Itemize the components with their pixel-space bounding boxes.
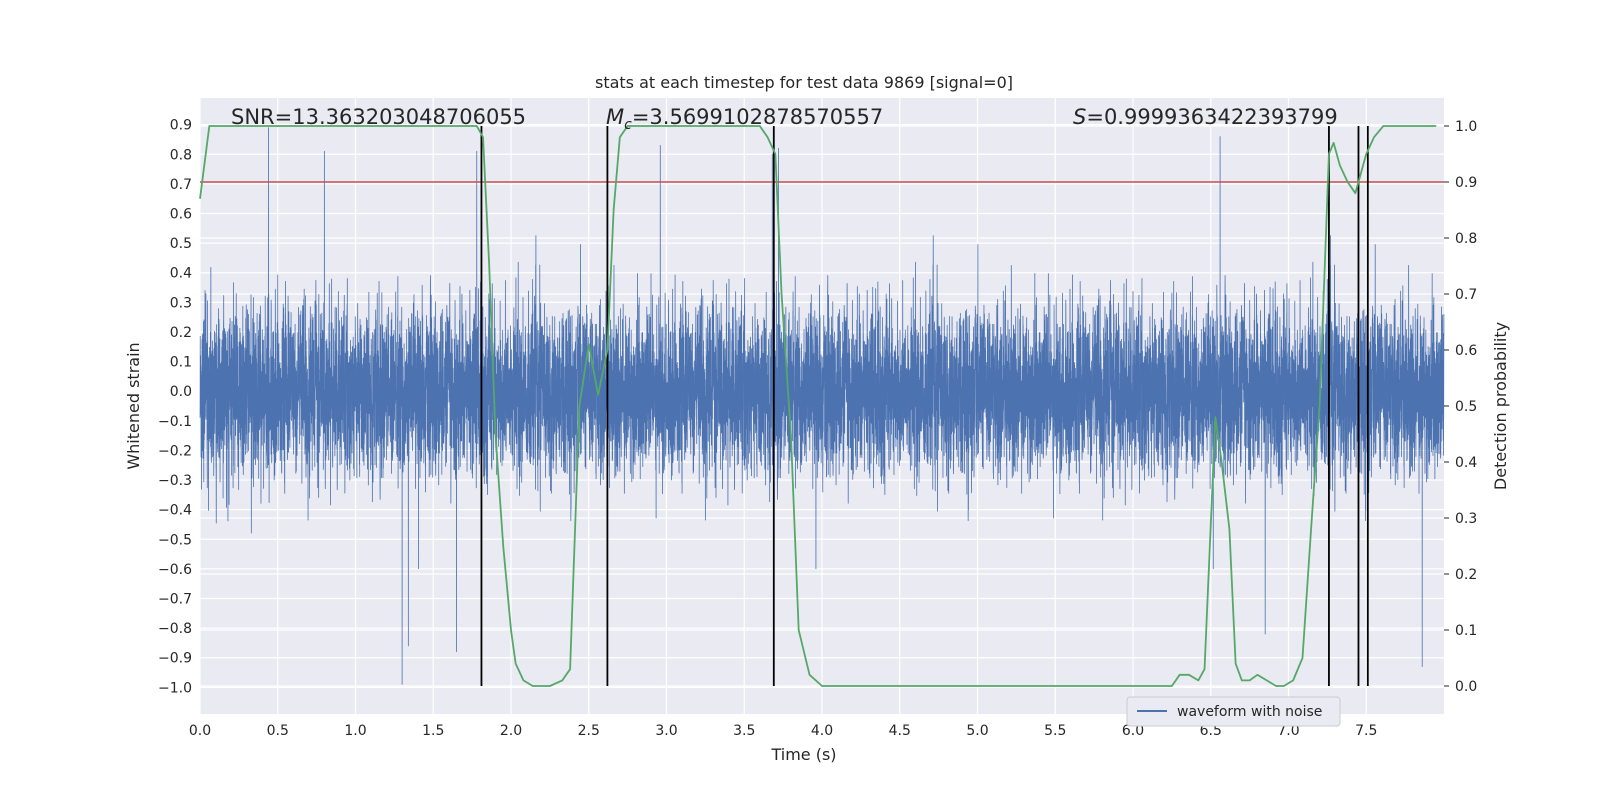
y2-tick-label: 0.9 [1455,175,1477,191]
detection-probability-line [199,125,1437,687]
y-tick-label: 0.2 [170,325,192,341]
s-statistic-annotation: S=0.9999363422393799 [1073,105,1338,129]
x-tick-label: 0.0 [189,723,211,739]
chirp-mass-symbol: M [606,105,624,129]
x-tick-label: 3.5 [733,723,755,739]
y-tick-label: −0.7 [158,592,192,608]
x-tick-label: 2.0 [500,723,522,739]
x-tick-label: 4.5 [889,723,911,739]
s-statistic-symbol: S [1073,105,1086,129]
x-tick-label: 5.0 [966,723,988,739]
y-tick-label: 0.1 [170,355,192,371]
y-tick-label: −0.1 [158,414,192,430]
legend-entry-waveform: waveform with noise [1177,704,1322,720]
overlay-layer [199,125,1444,687]
x-axis-label: Time (s) [770,745,836,764]
y2-tick-label: 0.4 [1455,455,1477,471]
y-tick-label: −0.4 [158,503,192,519]
chirp-mass-annotation: Mc=3.5699102878570557 [606,105,883,133]
x-tick-label: 7.5 [1355,723,1377,739]
legend: waveform with noise [1126,696,1341,727]
x-tick-label: 6.0 [1122,723,1144,739]
waveform-series [199,127,1445,685]
x-tick-label: 7.0 [1277,723,1299,739]
y2-tick-label: 0.0 [1455,679,1477,695]
x-tick-label: 1.0 [344,723,366,739]
y-tick-label: 0.5 [170,236,192,252]
y-tick-label: 0.7 [170,177,192,193]
x-tick-label: 2.5 [578,723,600,739]
y-axis-label: Whitened strain [124,342,143,469]
y-tick-label: 0.0 [170,384,192,400]
y2-tick-label: 0.3 [1455,511,1477,527]
tick-layer: 0.0 0.5 1.0 1.5 2.0 2.5 3.0 3.5 4.0 4.5 5.0 5.5 6.0 6… [158,118,1477,739]
x-tick-label: 1.5 [422,723,444,739]
y-tick-label: −0.2 [158,443,192,459]
y2-tick-label: 1.0 [1455,119,1477,135]
chirp-mass-value: =3.5699102878570557 [632,105,883,129]
y2-tick-label: 0.6 [1455,343,1477,359]
y-tick-label: 0.9 [170,118,192,134]
x-tick-label: 5.5 [1044,723,1066,739]
y-tick-label: 0.3 [170,295,192,311]
s-statistic-value: =0.9999363422393799 [1086,105,1337,129]
y2-tick-label: 0.8 [1455,231,1477,247]
y-tick-label: −0.8 [158,621,192,637]
y-tick-label: −0.5 [158,532,192,548]
y-tick-label: −0.6 [158,562,192,578]
y2-tick-label: 0.2 [1455,567,1477,583]
x-tick-label: 0.5 [267,723,289,739]
y2-axis-label: Detection probability [1491,322,1510,490]
legend-box [1126,696,1341,727]
chart-title: stats at each timestep for test data 986… [595,73,1013,92]
y2-tick-label: 0.7 [1455,287,1477,303]
y-tick-label: 0.8 [170,147,192,163]
y2-tick-label: 0.5 [1455,399,1477,415]
chirp-mass-subscript: c [624,117,632,133]
y-tick-label: −1.0 [158,680,192,696]
snr-annotation: SNR=13.363203048706055 [231,105,526,129]
y2-tick-label: 0.1 [1455,623,1477,639]
y-tick-label: −0.3 [158,473,192,489]
y-tick-label: 0.4 [170,266,192,282]
x-tick-label: 4.0 [811,723,833,739]
y-tick-label: −0.9 [158,651,192,667]
x-tick-label: 3.0 [655,723,677,739]
waveform-line [199,127,1445,685]
y-tick-label: 0.6 [170,207,192,223]
x-tick-label: 6.5 [1200,723,1222,739]
